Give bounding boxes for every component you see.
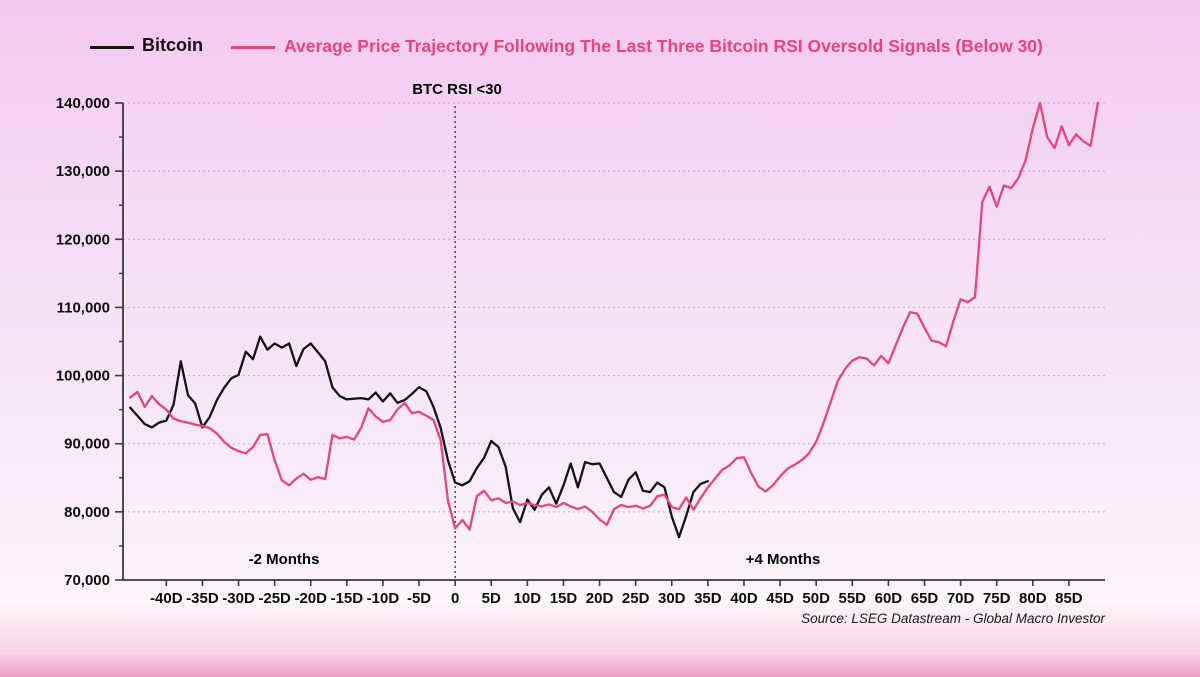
x-tick-label: 50D [802,590,830,607]
x-tick-label: -35D [186,590,219,607]
x-tick-label: 20D [586,590,614,607]
legend-bitcoin-label: Bitcoin [142,35,203,55]
plus-4-months-annotation: +4 Months [745,551,821,568]
rsi-event-annotation: BTC RSI <30 [412,81,502,98]
y-tick-label: 140,000 [56,95,110,112]
x-tick-label: 10D [514,590,542,607]
y-tick-label: 70,000 [64,572,110,589]
bitcoin-legend-swatch [90,46,134,49]
legend-average-label: Average Price Trajectory Following The L… [284,36,1043,56]
x-tick-label: -30D [222,590,255,607]
x-tick-label: 55D [839,590,867,607]
x-tick-label: 60D [875,590,903,607]
y-tick-label: 90,000 [64,436,110,453]
x-tick-label: 85D [1055,590,1083,607]
x-tick-label: 35D [694,590,722,607]
y-tick-label: 100,000 [56,368,110,385]
x-tick-label: -25D [258,590,291,607]
x-tick-label: 70D [947,590,975,607]
x-tick-label: 80D [1019,590,1047,607]
x-tick-label: 45D [766,590,794,607]
bitcoin-line [129,335,710,539]
x-tick-label: 30D [658,590,686,607]
x-tick-label: -15D [331,590,364,607]
average-legend-swatch [231,46,275,49]
x-tick-label: 40D [730,590,758,607]
x-tick-label: 0 [451,590,459,607]
x-tick-label: -20D [294,590,327,607]
x-tick-label: 25D [622,590,650,607]
y-tick-label: 80,000 [64,504,110,521]
x-tick-label: -40D [150,590,183,607]
minus-2-months-annotation: -2 Months [248,551,320,568]
x-tick-label: -10D [367,590,400,607]
source-attribution: Source: LSEG Datastream - Global Macro I… [801,611,1105,626]
x-tick-label: 5D [482,590,501,607]
y-tick-label: 130,000 [56,163,110,180]
x-tick-label: 75D [983,590,1011,607]
x-tick-label: 65D [911,590,939,607]
x-tick-label: -5D [407,590,431,607]
average-trajectory-line [129,101,1099,531]
y-tick-label: 120,000 [56,231,110,248]
y-tick-label: 110,000 [57,299,110,316]
x-tick-label: 15D [550,590,578,607]
